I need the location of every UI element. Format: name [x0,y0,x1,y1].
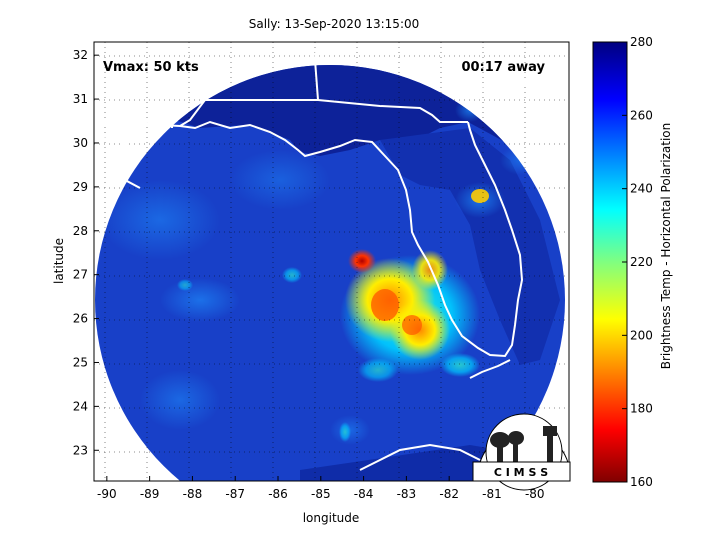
y-tick-label: 26 [73,312,88,326]
x-tick-label: -89 [140,487,160,501]
x-tick-label: -88 [183,487,203,501]
colorbar-tick-label: 160 [630,475,653,489]
y-axis-label: latitude [52,238,66,284]
x-tick-label: -83 [397,487,417,501]
coastlines [94,42,541,471]
x-tick-label: -90 [97,487,117,501]
colorbar-label: Brightness Temp - Horizontal Polarizatio… [659,123,673,370]
colorbar [592,41,628,483]
y-tick-label: 30 [73,136,88,150]
cimss-logo: C I M S S [472,413,571,491]
y-tick-label: 24 [73,399,88,413]
x-tick-label: -86 [268,487,288,501]
y-tick-label: 23 [73,443,88,457]
y-tick-label: 29 [73,180,88,194]
y-tick-label: 31 [73,92,88,106]
y-tick-label: 28 [73,224,88,238]
colorbar-tick-label: 220 [630,255,653,269]
cimss-logo-text: C I M S S [494,466,548,479]
x-tick-label: -87 [225,487,245,501]
time-away-label: 00:17 away [461,60,545,75]
chart-title: Sally: 13-Sep-2020 13:15:00 [249,17,420,31]
colorbar-axis: 160 180 200 220 240 260 280 [622,35,653,489]
colorbar-tick-label: 200 [630,328,653,342]
x-tick-label: -80 [525,487,545,501]
plot-frame [93,41,570,482]
x-axis: -90 -89 -88 -87 -86 -85 -84 -83 -82 -81 -80 [97,476,545,501]
y-axis: 23 24 25 26 27 28 29 30 31 32 [73,48,99,457]
colorbar-tick-label: 260 [630,108,653,122]
x-tick-label: -85 [311,487,331,501]
colorbar-tick-label: 180 [630,402,653,416]
vmax-label: Vmax: 50 kts [103,60,199,75]
x-tick-label: -82 [439,487,459,501]
colorbar-tick-label: 240 [630,182,653,196]
florida-peninsula-region [380,128,560,365]
x-axis-label: longitude [303,511,360,525]
y-tick-label: 25 [73,355,88,369]
y-tick-label: 32 [73,48,88,62]
colorbar-tick-label: 280 [630,35,653,49]
y-tick-label: 27 [73,268,88,282]
x-tick-label: -81 [482,487,502,501]
x-tick-label: -84 [354,487,374,501]
grid-lines [94,42,569,481]
